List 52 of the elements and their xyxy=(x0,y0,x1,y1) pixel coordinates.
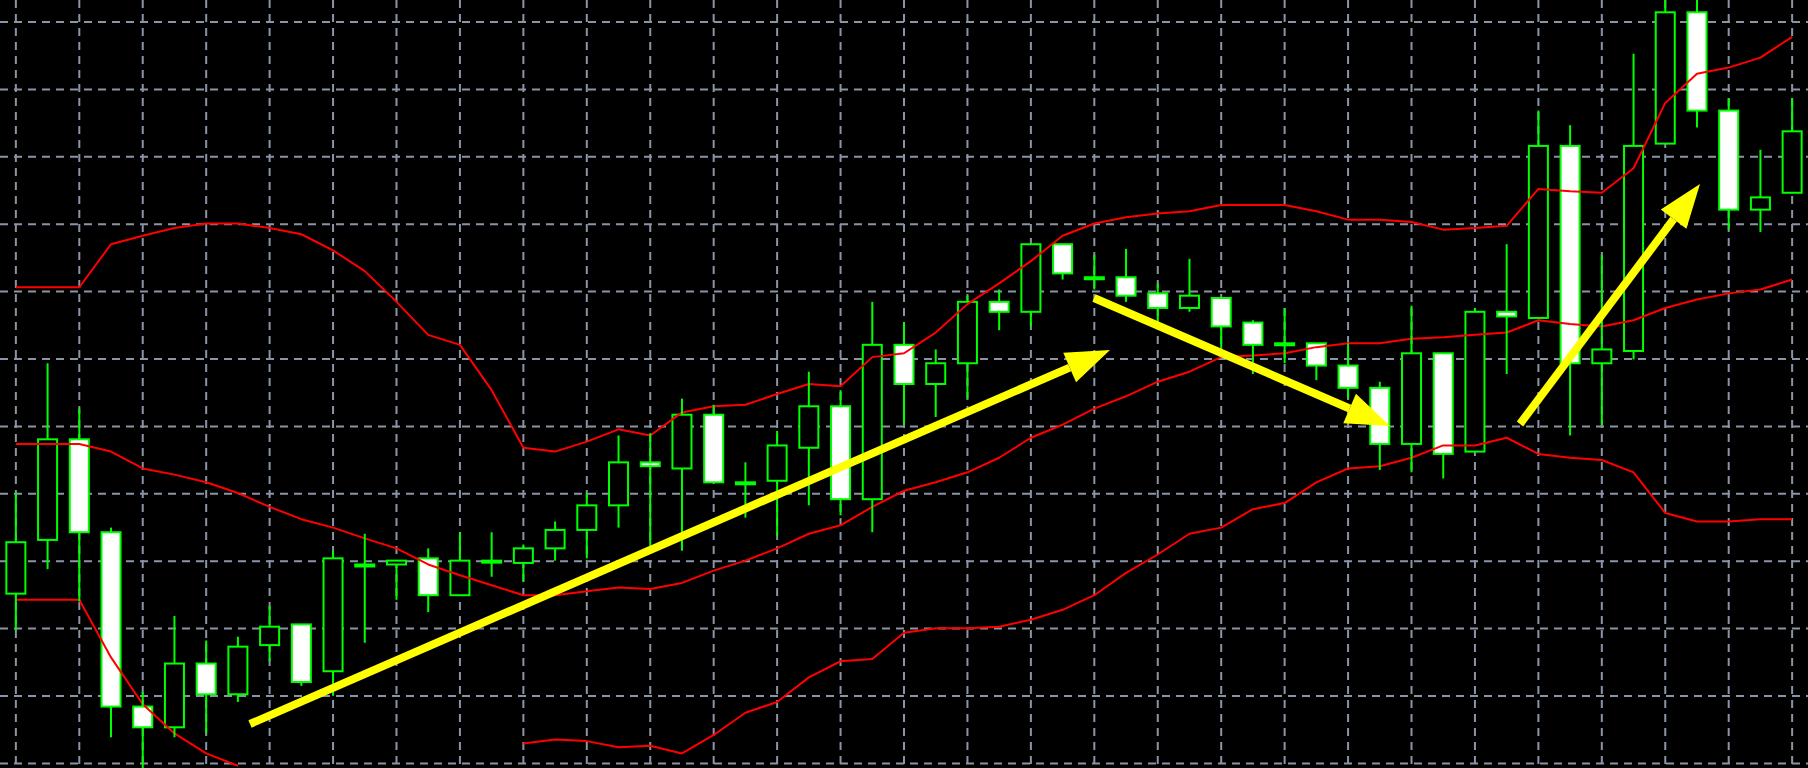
candlestick xyxy=(1749,148,1771,233)
candlestick xyxy=(68,407,90,603)
candlestick xyxy=(893,321,915,426)
candlestick xyxy=(1305,342,1327,382)
candlestick xyxy=(798,370,820,507)
candlestick xyxy=(671,397,693,552)
candlestick xyxy=(195,639,217,735)
candlestick xyxy=(639,432,661,552)
candlestick xyxy=(1496,243,1518,376)
candlestick xyxy=(1432,352,1454,480)
candlestick xyxy=(354,532,376,644)
candlestick xyxy=(322,549,344,697)
candlestick xyxy=(1559,124,1581,437)
candlestick xyxy=(830,389,852,517)
candlestick xyxy=(988,288,1010,332)
candlestick xyxy=(1623,52,1645,361)
candlestick xyxy=(734,461,756,519)
candlestick xyxy=(1178,257,1200,313)
candlestick xyxy=(1400,304,1423,474)
candlestick xyxy=(1337,342,1359,400)
candlestick xyxy=(1274,306,1296,365)
candlestick xyxy=(956,294,978,400)
candlestick xyxy=(1718,97,1740,231)
candlestick xyxy=(608,434,630,529)
candlestick xyxy=(481,531,503,578)
candlestick xyxy=(227,635,249,703)
candlestick xyxy=(1020,243,1042,328)
candlestick xyxy=(1083,253,1105,291)
candlestick xyxy=(37,362,59,571)
candlestick xyxy=(132,690,154,768)
candlestick xyxy=(703,403,725,484)
candlestick xyxy=(861,300,883,534)
candlestick xyxy=(576,492,598,560)
candlestick xyxy=(1781,97,1803,194)
candlestick xyxy=(290,623,312,687)
candlestick xyxy=(766,429,788,538)
candlestick xyxy=(1052,243,1074,281)
candlestick xyxy=(5,492,27,632)
candlestick xyxy=(544,520,566,562)
candlestick xyxy=(925,348,947,419)
candlestick xyxy=(1115,247,1137,303)
candlestick xyxy=(449,531,471,597)
candlestick xyxy=(1242,319,1264,376)
candlestick xyxy=(417,547,439,614)
candlestick xyxy=(1654,0,1676,145)
candlestick xyxy=(1591,253,1613,426)
candlestick xyxy=(259,604,281,663)
candlestick xyxy=(1686,0,1708,129)
candlestick xyxy=(163,614,185,739)
candlestick xyxy=(1464,306,1486,453)
candlestick xyxy=(1210,296,1232,351)
candlestick xyxy=(1527,109,1549,319)
